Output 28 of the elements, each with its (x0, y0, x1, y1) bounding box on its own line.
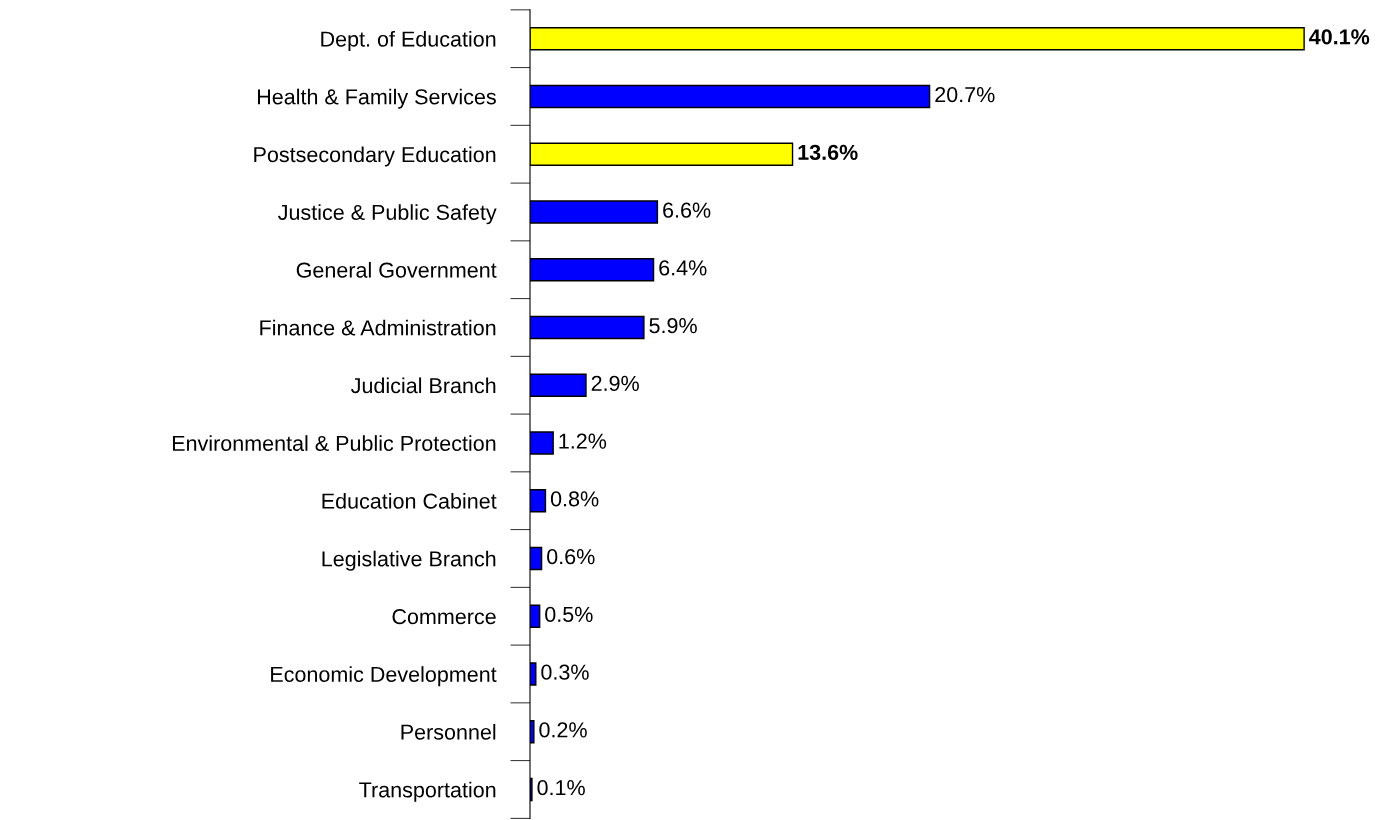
data-label: 20.7% (935, 87, 995, 103)
data-label: 5.9% (649, 318, 697, 334)
y-tick-label: Postsecondary Education (254, 146, 496, 167)
data-label: 40.1% (1309, 29, 1370, 45)
data-label: 0.8% (550, 491, 599, 507)
data-label: 2.9% (591, 375, 639, 391)
y-tick-label: Judicial Branch (351, 377, 496, 394)
data-label: 0.1% (537, 780, 585, 796)
y-tick-label: Transportation (359, 781, 496, 802)
y-tick-label: Economic Development (271, 666, 497, 687)
y-tick-label: Personnel (401, 723, 496, 740)
y-tick-label: Finance & Administration (260, 319, 496, 336)
data-label: 6.6% (663, 202, 711, 218)
data-label: 13.6% (798, 144, 858, 161)
y-tick-label: Environmental & Public Protection (172, 435, 496, 451)
y-tick-label: General Government (296, 261, 497, 278)
data-label: 6.4% (659, 260, 707, 276)
y-tick-label: Commerce (392, 609, 496, 625)
y-tick-label: Legislative Branch (322, 550, 496, 571)
y-tick-label: Health & Family Services (257, 88, 496, 109)
y-tick-label: Dept. of Education (321, 30, 496, 51)
y-tick-label: Education Cabinet (322, 492, 497, 509)
data-label: 0.3% (541, 664, 589, 680)
data-label: 0.2% (539, 722, 587, 738)
data-label: 1.2% (559, 433, 607, 449)
data-label: 0.6% (547, 549, 595, 565)
data-label: 0.5% (545, 606, 593, 623)
y-tick-label: Justice & Public Safety (278, 204, 497, 225)
